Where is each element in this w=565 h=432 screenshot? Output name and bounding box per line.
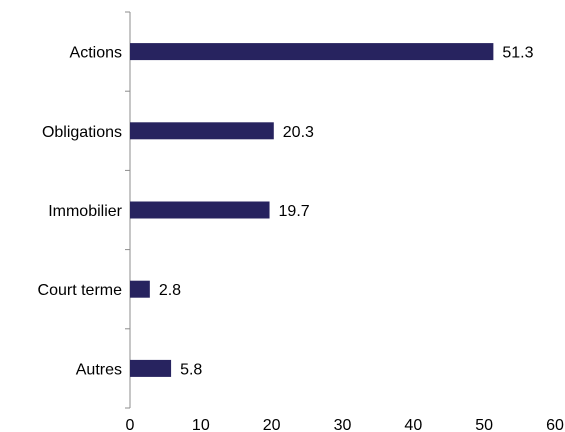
x-tick-label-1: 10 <box>192 417 210 432</box>
value-label-1: 20.3 <box>283 124 314 141</box>
x-tick-label-6: 60 <box>546 417 564 432</box>
x-tick-label-0: 0 <box>126 417 135 432</box>
bar-2 <box>130 201 270 219</box>
x-tick-label-2: 20 <box>263 417 281 432</box>
category-label-0: Actions <box>70 45 122 62</box>
bar-1 <box>130 122 274 140</box>
category-label-4: Autres <box>76 361 122 378</box>
x-tick-label-4: 40 <box>404 417 422 432</box>
x-tick-label-3: 30 <box>334 417 352 432</box>
category-label-2: Immobilier <box>48 203 122 220</box>
category-label-3: Court terme <box>38 282 123 299</box>
x-tick-label-5: 50 <box>475 417 493 432</box>
bar-3 <box>130 280 150 298</box>
bar-4 <box>130 359 172 377</box>
value-label-3: 2.8 <box>159 282 181 299</box>
value-label-4: 5.8 <box>180 361 202 378</box>
category-label-1: Obligations <box>42 124 122 141</box>
value-label-0: 51.3 <box>502 45 533 62</box>
bar-0 <box>130 43 494 61</box>
value-label-2: 19.7 <box>279 203 310 220</box>
